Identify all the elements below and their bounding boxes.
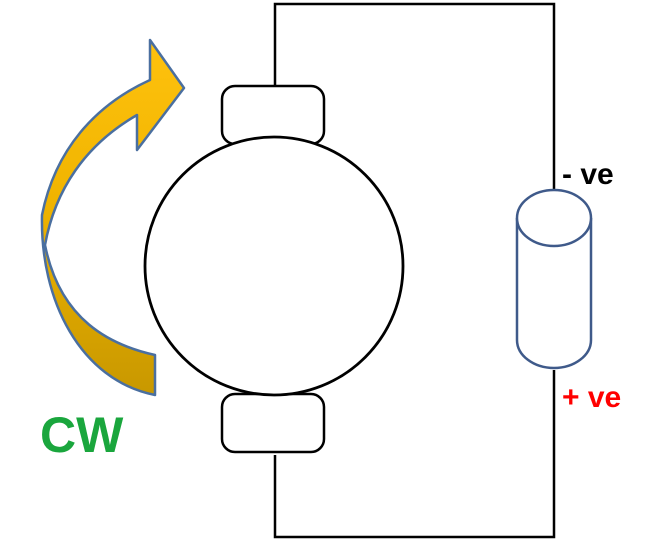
battery-top-cap <box>515 188 593 248</box>
battery-cell-icon <box>515 188 593 370</box>
positive-terminal-label: + ve <box>562 381 622 414</box>
motor-armature <box>143 135 405 397</box>
top-wire <box>273 2 556 193</box>
negative-terminal-label: - ve <box>562 158 614 191</box>
rotation-direction-label: CW <box>40 407 124 463</box>
bottom-brush <box>220 392 326 454</box>
circuit-wires <box>273 2 556 539</box>
bottom-wire <box>273 370 556 539</box>
top-brush <box>220 84 326 146</box>
battery-body <box>515 218 593 370</box>
clockwise-curved-arrow-icon <box>40 38 186 397</box>
